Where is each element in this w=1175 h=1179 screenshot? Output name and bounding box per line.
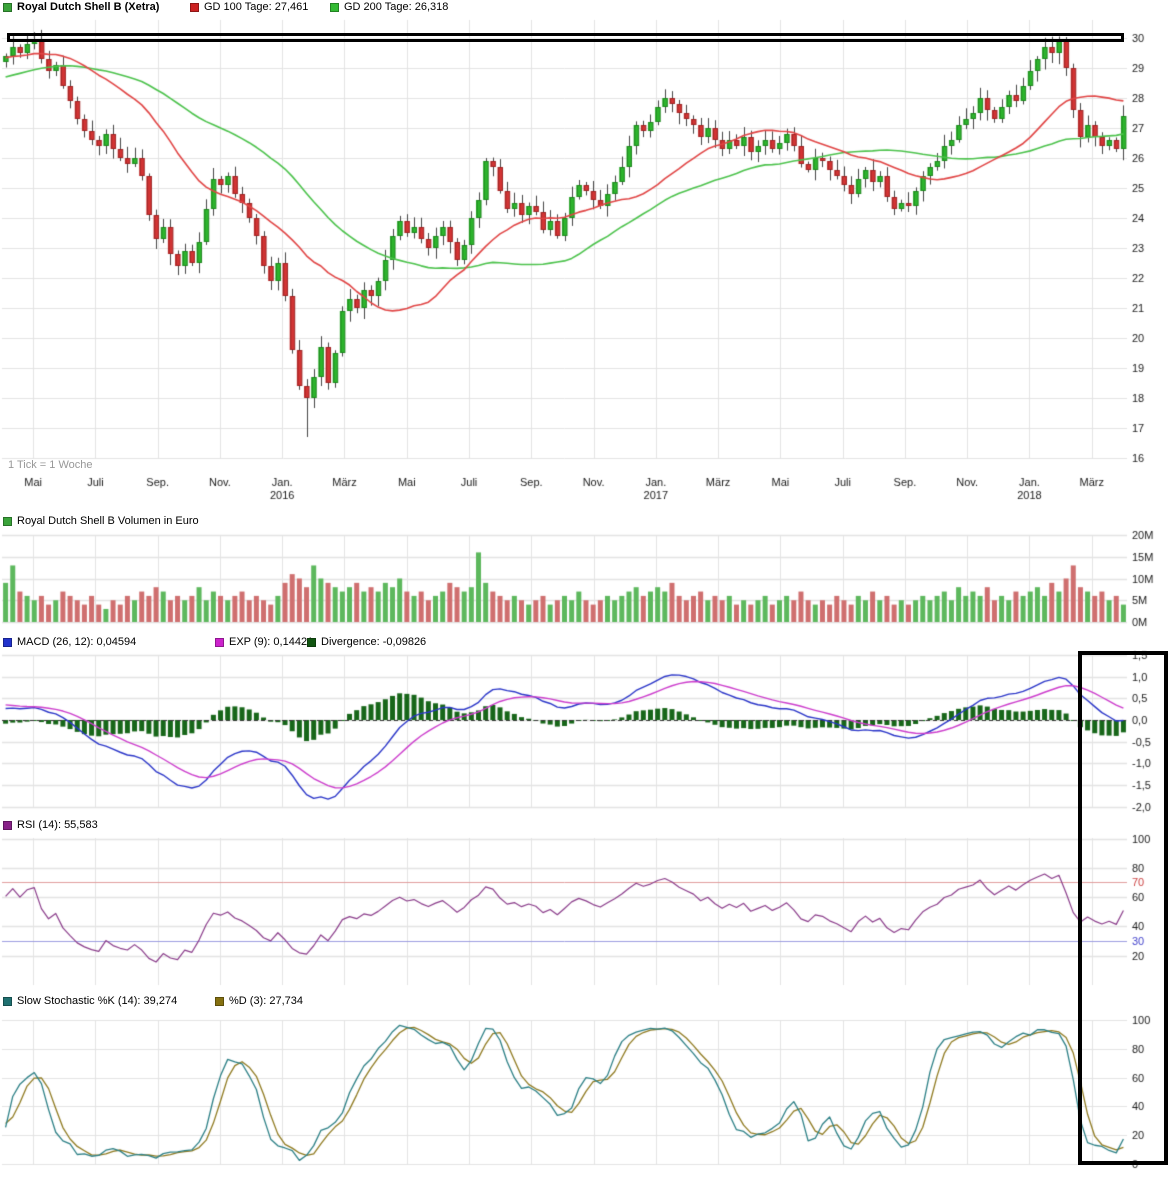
annotation-rect-vertical xyxy=(1078,651,1168,1165)
gd200-label: GD 200 Tage: 26,318 xyxy=(344,1,449,13)
exp-swatch-icon xyxy=(215,637,224,647)
divergence-swatch-icon xyxy=(307,637,316,647)
stoch-k-swatch-icon xyxy=(3,996,12,1006)
legend-rsi: RSI (14): 55,583 xyxy=(3,819,98,831)
legend-volume: Royal Dutch Shell B Volumen in Euro xyxy=(3,515,199,527)
gd100-swatch-icon xyxy=(190,2,199,12)
rsi-label: RSI (14): 55,583 xyxy=(17,819,98,831)
stoch-d-label: %D (3): 27,734 xyxy=(229,995,303,1007)
instrument-title: Royal Dutch Shell B (Xetra) xyxy=(17,1,160,13)
stoch-k-label: Slow Stochastic %K (14): 39,274 xyxy=(17,995,178,1007)
macd-swatch-icon xyxy=(3,637,12,647)
volume-swatch-icon xyxy=(3,516,12,526)
divergence-label: Divergence: -0,09826 xyxy=(321,636,427,648)
legend-divergence: Divergence: -0,09826 xyxy=(307,636,426,648)
legend-exp: EXP (9): 0,14421 xyxy=(215,636,313,648)
instrument-series-swatch-icon xyxy=(3,2,12,12)
tick-interval-note: 1 Tick = 1 Woche xyxy=(8,459,93,471)
stoch-d-swatch-icon xyxy=(215,996,224,1006)
annotation-rect-horizontal xyxy=(7,33,1124,42)
exp-label: EXP (9): 0,14421 xyxy=(229,636,314,648)
legend-instrument: Royal Dutch Shell B (Xetra) xyxy=(3,1,159,13)
rsi-swatch-icon xyxy=(3,820,12,830)
gd100-label: GD 100 Tage: 27,461 xyxy=(204,1,309,13)
legend-gd200: GD 200 Tage: 26,318 xyxy=(330,1,448,13)
macd-label: MACD (26, 12): 0,04594 xyxy=(17,636,137,648)
legend-gd100: GD 100 Tage: 27,461 xyxy=(190,1,308,13)
legend-stoch-d: %D (3): 27,734 xyxy=(215,995,303,1007)
gd200-swatch-icon xyxy=(330,2,339,12)
volume-label: Royal Dutch Shell B Volumen in Euro xyxy=(17,515,199,527)
legend-stoch-k: Slow Stochastic %K (14): 39,274 xyxy=(3,995,177,1007)
legend-macd: MACD (26, 12): 0,04594 xyxy=(3,636,136,648)
